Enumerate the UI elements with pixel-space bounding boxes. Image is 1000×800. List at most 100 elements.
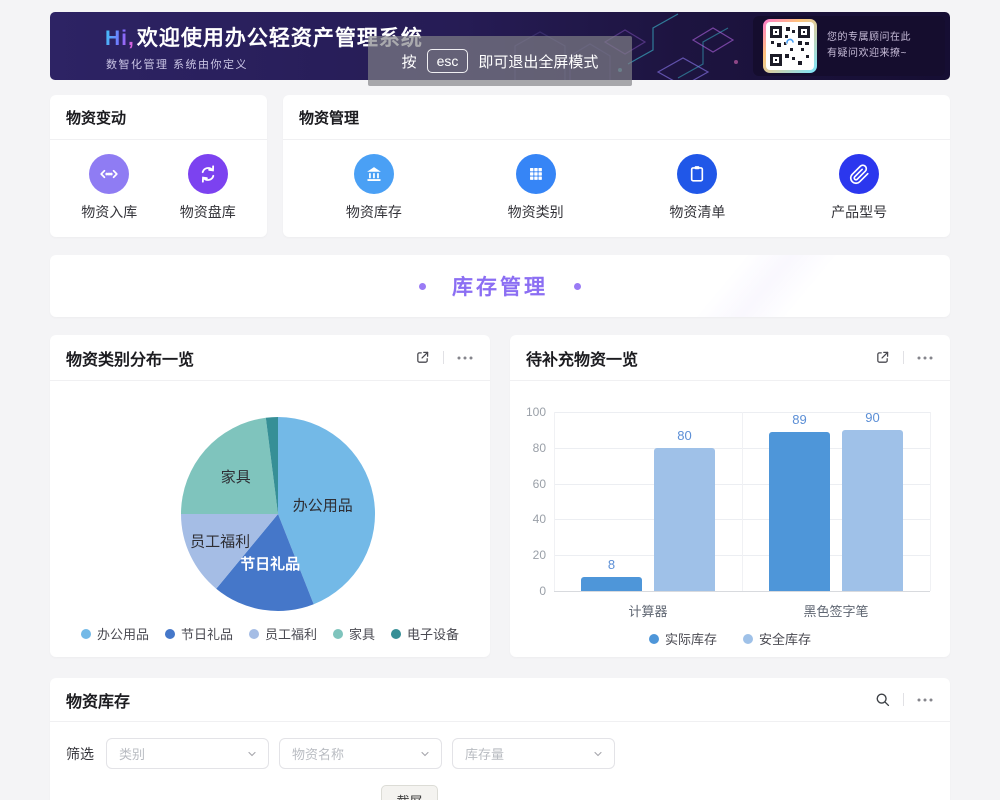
fullscreen-exit-toast: 按 esc 即可退出全屏模式: [368, 36, 632, 86]
more-icon[interactable]: [456, 355, 474, 361]
legend-dot: [80, 628, 91, 639]
open-in-new-icon[interactable]: [874, 349, 891, 366]
bar-legend: 实际库存 安全库存: [510, 629, 950, 648]
qr-code-pattern: [770, 26, 810, 66]
consultant-line2: 有疑问欢迎来撩~: [827, 48, 907, 59]
banner-subtitle: 数智化管理 系统由你定义: [106, 59, 249, 71]
legend-label: 安全库存: [759, 632, 812, 647]
pie-slice-节日礼品[interactable]: [216, 514, 314, 611]
bar-安全库存-黑色签字笔[interactable]: [842, 429, 903, 591]
gridline-vertical: [554, 412, 555, 591]
pie-slice-员工福利[interactable]: [181, 514, 278, 589]
arrows-dots-icon: [89, 154, 130, 194]
qr-code: [763, 19, 817, 73]
shortcut-label: 物资清单: [669, 204, 726, 220]
x-axis-label: 黑色签字笔: [803, 604, 869, 619]
legend-label: 办公用品: [96, 627, 149, 642]
consultant-qr-panel: 您的专属顾问在此 有疑问欢迎来撩~: [753, 16, 945, 76]
pie-slice-电子设备[interactable]: [265, 417, 278, 514]
card-title: 物资变动: [66, 109, 127, 127]
pie-card-title: 物资类别分布一览: [66, 351, 195, 369]
legend-item-实际库存[interactable]: 实际库存: [648, 629, 717, 648]
legend-item-安全库存[interactable]: 安全库存: [743, 629, 811, 648]
divider: [903, 351, 904, 364]
bar-value-label: 89: [792, 411, 807, 427]
select-placeholder: 物资名称: [292, 747, 345, 762]
pie-slice-label: 办公用品: [293, 498, 353, 515]
legend-label: 员工福利: [264, 627, 317, 642]
pie-slice-label: 家具: [221, 469, 251, 486]
esc-key: esc: [426, 49, 469, 73]
toast-prefix: 按: [401, 53, 417, 71]
shortcut-material-stocktake[interactable]: 物资盘库: [180, 154, 236, 222]
pie-slice-label: 员工福利: [190, 533, 250, 550]
grid-icon: [515, 154, 556, 194]
material-change-header: 物资变动: [50, 95, 267, 140]
material-change-card: 物资变动 物资入库 物资盘库: [50, 95, 267, 237]
screenshot-button[interactable]: 截屏: [381, 785, 438, 800]
inventory-title: 物资库存: [66, 693, 131, 711]
shortcut-product-model[interactable]: 产品型号: [831, 154, 887, 222]
material-name-select[interactable]: 物资名称: [279, 738, 442, 769]
bar-value-label: 90: [865, 409, 880, 425]
consultant-text: 您的专属顾问在此 有疑问欢迎来撩~: [827, 30, 911, 62]
search-icon[interactable]: [874, 691, 891, 708]
x-axis-label: 计算器: [628, 604, 668, 619]
y-axis-tick: 20: [532, 548, 546, 563]
chevron-down-icon: [248, 751, 256, 756]
chevron-down-icon: [421, 751, 429, 756]
paperclip-icon: [839, 154, 880, 194]
chevron-down-icon: [594, 751, 602, 756]
legend-dot: [648, 633, 659, 644]
y-axis-tick: 60: [532, 476, 546, 491]
legend-item-办公用品[interactable]: 办公用品: [80, 624, 149, 643]
select-placeholder: 库存量: [465, 747, 505, 762]
pie-slice-办公用品[interactable]: [278, 417, 376, 605]
y-axis-tick: 100: [525, 405, 546, 419]
legend-label: 家具: [349, 627, 376, 642]
legend-item-员工福利[interactable]: 员工福利: [248, 624, 317, 643]
toast-suffix: 即可退出全屏模式: [478, 53, 599, 71]
pie-card-header: 物资类别分布一览: [50, 335, 490, 381]
bar-实际库存-计算器[interactable]: [581, 576, 642, 591]
banner-title: Hi,欢迎使用办公轻资产管理系统: [105, 22, 423, 52]
clipboard-icon: [677, 154, 718, 194]
section-banner-inventory: 库存管理: [50, 255, 950, 317]
bar-安全库存-计算器[interactable]: [654, 447, 715, 591]
greeting-text: Hi,: [105, 27, 135, 50]
material-manage-card: 物资管理 物资库存 物资类别: [283, 95, 950, 237]
pie-slice-家具[interactable]: [181, 417, 278, 514]
stock-quantity-select[interactable]: 库存量: [452, 738, 615, 769]
more-icon[interactable]: [916, 697, 934, 703]
legend-dot: [248, 628, 259, 639]
bar-chart: 0 20 40 60 80 100 8 80 计算器 89 90 黑色签字笔: [510, 381, 950, 657]
bar-value-label: 80: [677, 427, 692, 443]
y-axis-tick: 40: [532, 512, 546, 527]
shortcut-label: 物资类别: [507, 204, 564, 220]
legend-dot: [391, 628, 402, 639]
legend-item-电子设备[interactable]: 电子设备: [391, 624, 459, 643]
shortcut-label: 产品型号: [831, 204, 888, 220]
open-in-new-icon[interactable]: [414, 349, 431, 366]
material-inventory-card: 物资库存 筛选 类别 物资名称 库存量: [50, 678, 950, 800]
filter-label: 筛选: [66, 745, 94, 762]
bar-实际库存-黑色签字笔[interactable]: [769, 431, 830, 591]
legend-item-节日礼品[interactable]: 节日礼品: [164, 624, 233, 643]
legend-item-家具[interactable]: 家具: [333, 624, 375, 643]
shortcut-material-inbound[interactable]: 物资入库: [81, 154, 137, 222]
bar-card-header: 待补充物资一览: [510, 335, 950, 381]
shortcut-material-category[interactable]: 物资类别: [508, 154, 564, 222]
sync-icon: [187, 154, 228, 194]
shortcut-label: 物资盘库: [179, 204, 236, 220]
pie-slice-label: 节日礼品: [240, 555, 300, 573]
card-title: 物资管理: [299, 109, 360, 127]
shortcut-label: 物资库存: [345, 204, 402, 220]
filter-row: 筛选 类别 物资名称 库存量: [50, 722, 950, 769]
category-select[interactable]: 类别: [106, 738, 269, 769]
replenish-materials-card: 待补充物资一览 0 20 40 60 80 100 8 80 计算器 89 90 黑色签字笔 实际库存…: [510, 335, 950, 657]
shortcut-material-stock[interactable]: 物资库存: [346, 154, 402, 222]
more-icon[interactable]: [916, 355, 934, 361]
shortcut-material-list[interactable]: 物资清单: [669, 154, 725, 222]
legend-label: 电子设备: [407, 627, 460, 642]
